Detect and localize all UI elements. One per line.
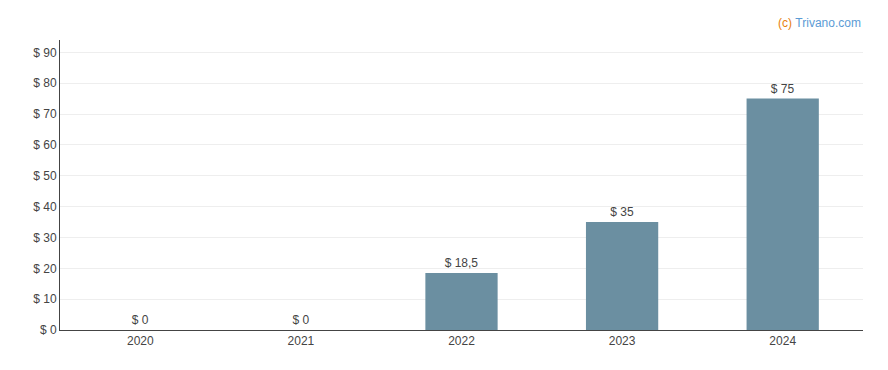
svg-text:2024: 2024: [769, 334, 796, 348]
svg-text:$ 20: $ 20: [33, 262, 57, 276]
svg-text:$ 60: $ 60: [33, 138, 57, 152]
svg-text:$ 35: $ 35: [610, 205, 634, 219]
svg-text:$ 40: $ 40: [33, 200, 57, 214]
svg-text:$ 70: $ 70: [33, 107, 57, 121]
svg-text:$ 30: $ 30: [33, 231, 57, 245]
svg-text:$ 75: $ 75: [771, 82, 795, 96]
svg-text:$ 10: $ 10: [33, 292, 57, 306]
svg-text:2023: 2023: [609, 334, 636, 348]
svg-text:2022: 2022: [448, 334, 475, 348]
svg-text:2021: 2021: [288, 334, 315, 348]
svg-text:$ 90: $ 90: [33, 46, 57, 60]
svg-text:$ 18,5: $ 18,5: [445, 256, 479, 270]
svg-text:$ 0: $ 0: [132, 313, 149, 327]
svg-text:$ 50: $ 50: [33, 169, 57, 183]
svg-text:$ 80: $ 80: [33, 76, 57, 90]
svg-text:(c) Trivano.com: (c) Trivano.com: [778, 16, 861, 30]
svg-text:2020: 2020: [127, 334, 154, 348]
svg-text:$ 0: $ 0: [40, 323, 57, 337]
svg-text:$ 0: $ 0: [292, 313, 309, 327]
